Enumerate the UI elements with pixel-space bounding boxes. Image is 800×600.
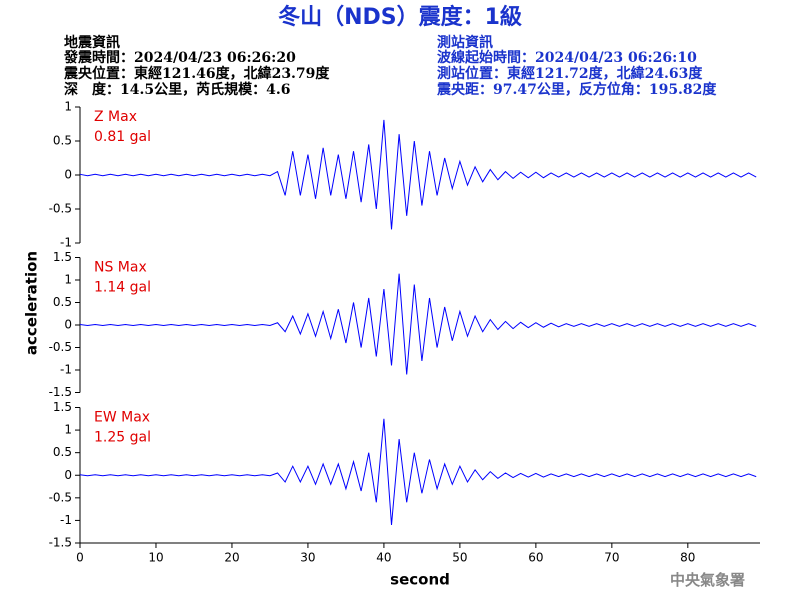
waveform	[79, 418, 757, 525]
y-axis-label: acceleration	[23, 251, 41, 355]
annotation: EW Max	[94, 410, 150, 426]
y-tick-label: 1.5	[53, 250, 72, 264]
y-tick-label: -0.5	[49, 202, 72, 216]
x-axis-label: second	[390, 571, 450, 589]
y-tick-label: -0.5	[49, 340, 72, 354]
x-tick-label: 20	[224, 551, 239, 565]
y-tick-label: 0	[64, 318, 72, 332]
info-line: 測站資訊	[437, 34, 493, 51]
x-tick-label: 30	[300, 551, 315, 565]
info-line: 波線起始時間：2024/04/23 06:26:10	[437, 49, 697, 66]
waveform	[79, 273, 757, 375]
waveform	[79, 119, 757, 230]
y-tick-label: -1.5	[49, 536, 72, 550]
annotation: Z Max	[94, 109, 137, 125]
y-tick-label: 0	[64, 168, 72, 182]
y-tick-label: 0.5	[53, 445, 72, 459]
y-tick-label: -1.5	[49, 385, 72, 399]
info-line: 震央位置：東經121.46度，北緯23.79度	[63, 65, 330, 82]
info-line: 深 度：14.5公里，芮氏規模：4.6	[64, 81, 290, 98]
y-tick-label: 1	[64, 273, 72, 287]
y-tick-label: -0.5	[49, 490, 72, 504]
annotation: 1.14 gal	[94, 280, 151, 296]
x-tick-label: 40	[376, 551, 391, 565]
y-tick-label: 0.5	[53, 134, 72, 148]
info-line: 震央距：97.47公里，反方位角：195.82度	[436, 81, 717, 98]
annotation: NS Max	[94, 260, 147, 276]
y-tick-label: -1	[60, 363, 72, 377]
x-tick-label: 50	[452, 551, 467, 565]
y-tick-label: 0	[64, 468, 72, 482]
y-tick-label: 1	[64, 423, 72, 437]
x-tick-label: 10	[148, 551, 163, 565]
annotation: 0.81 gal	[94, 129, 151, 145]
info-line: 地震資訊	[64, 34, 120, 51]
x-tick-label: 0	[76, 551, 84, 565]
y-tick-label: 1.5	[53, 400, 72, 414]
y-tick-label: -1	[60, 513, 72, 527]
x-tick-label: 60	[528, 551, 543, 565]
annotation: 1.25 gal	[94, 430, 151, 446]
info-line: 發震時間：2024/04/23 06:26:20	[63, 49, 296, 66]
x-tick-label: 80	[680, 551, 695, 565]
y-tick-label: 0.5	[53, 295, 72, 309]
y-tick-label: 1	[64, 100, 72, 114]
y-tick-label: -1	[60, 236, 72, 250]
x-tick-label: 70	[604, 551, 619, 565]
chart-title: 冬山（NDS）震度：1級	[278, 4, 522, 30]
footer: 中央氣象署	[670, 571, 745, 589]
info-line: 測站位置：東經121.72度，北緯24.63度	[437, 65, 703, 82]
